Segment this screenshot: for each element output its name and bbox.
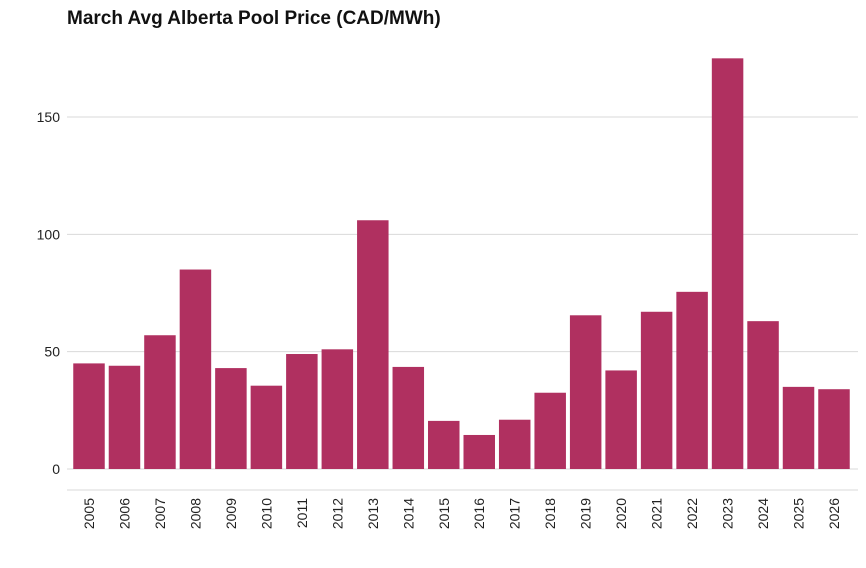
x-tick-label-2012: 2012 <box>329 498 345 529</box>
y-tick-label: 100 <box>37 226 61 242</box>
y-tick-label: 0 <box>52 461 60 477</box>
bar-2014 <box>392 366 425 469</box>
x-tick-label-2015: 2015 <box>436 498 452 529</box>
bar-2026 <box>818 389 850 469</box>
x-tick-label-2021: 2021 <box>649 498 665 529</box>
bar-2015 <box>428 420 460 469</box>
x-tick-label-2024: 2024 <box>755 498 771 529</box>
x-tick-label-2013: 2013 <box>365 498 381 529</box>
x-tick-label-2018: 2018 <box>542 498 558 529</box>
y-tick-label: 150 <box>37 109 61 125</box>
x-tick-label-2014: 2014 <box>400 498 416 529</box>
x-tick-label-2025: 2025 <box>791 498 807 529</box>
x-tick-label-2007: 2007 <box>152 498 168 529</box>
bar-2012 <box>321 349 354 469</box>
y-tick-label: 50 <box>44 344 60 360</box>
bar-2024 <box>747 321 779 469</box>
x-tick-label-2026: 2026 <box>826 498 842 529</box>
x-tick-label-2006: 2006 <box>116 498 132 529</box>
bar-2009 <box>215 368 247 469</box>
bar-2016 <box>463 434 495 469</box>
bar-2022 <box>676 291 708 469</box>
bar-2013 <box>357 220 389 469</box>
bar-2011 <box>286 354 318 469</box>
bar-2005 <box>73 363 105 469</box>
x-tick-label-2019: 2019 <box>578 498 594 529</box>
bar-2010 <box>250 385 283 469</box>
bar-2020 <box>605 370 637 469</box>
x-tick-label-2017: 2017 <box>507 498 523 529</box>
x-tick-label-2022: 2022 <box>684 498 700 529</box>
x-tick-label-2008: 2008 <box>187 498 203 529</box>
bar-2017 <box>498 419 531 469</box>
bar-2007 <box>144 335 176 469</box>
bar-2008 <box>179 269 212 469</box>
x-tick-label-2011: 2011 <box>294 498 310 528</box>
x-tick-label-2005: 2005 <box>81 498 97 529</box>
bar-2006 <box>108 365 141 469</box>
bar-2023 <box>711 58 744 469</box>
x-tick-label-2023: 2023 <box>720 498 736 529</box>
x-tick-label-2020: 2020 <box>613 498 629 529</box>
x-tick-label-2010: 2010 <box>258 498 274 529</box>
chart-title: March Avg Alberta Pool Price (CAD/MWh) <box>67 8 441 29</box>
bar-2025 <box>782 386 815 469</box>
x-tick-label-2016: 2016 <box>471 498 487 529</box>
bar-2021 <box>640 311 673 469</box>
bar-2019 <box>569 315 602 469</box>
x-tick-label-2009: 2009 <box>223 498 239 529</box>
bar-2018 <box>534 392 566 469</box>
